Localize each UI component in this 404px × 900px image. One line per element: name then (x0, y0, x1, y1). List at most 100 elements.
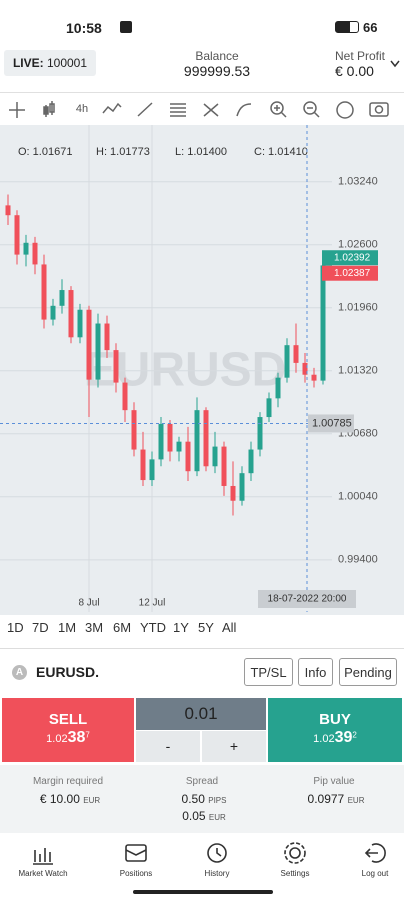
candle-body (77, 309, 83, 338)
ohlc-value: C: 1.01410 (254, 146, 308, 158)
candle-body (302, 362, 308, 375)
account-number: 100001 (46, 56, 88, 70)
candle-body (140, 449, 146, 481)
margin: € 10.00 EUR (40, 792, 100, 806)
spread-eur-value: 0.05 (182, 809, 206, 823)
pip: 0.0977 EUR (308, 792, 365, 806)
screenshot-tool[interactable] (369, 102, 389, 117)
status-icon (120, 21, 132, 33)
clock: 10:58 (66, 20, 102, 36)
pending-button[interactable]: Pending (339, 658, 397, 686)
zoom-in[interactable] (270, 101, 284, 115)
candle-body (32, 242, 38, 265)
spread-pips-value: 0.50 (181, 792, 205, 806)
divider (0, 92, 404, 93)
account-box[interactable]: LIVE: 100001 (4, 50, 96, 76)
period-option[interactable]: 1D (7, 620, 24, 635)
buy-price-big: 1.02 (313, 733, 335, 745)
pattern-tool[interactable] (203, 103, 219, 117)
period-option[interactable]: 3M (85, 620, 104, 635)
info-panel (0, 765, 404, 833)
gesture-bar (133, 890, 273, 894)
candle-body (68, 290, 74, 338)
spread-eur: 0.05 EUR (182, 809, 226, 823)
ohlc-value: H: 1.01773 (96, 146, 150, 158)
crosshair-time: 18-07-2022 20:00 (268, 594, 347, 605)
y-tick-label: 1.03240 (338, 176, 378, 188)
pip-label: Pip value (313, 776, 355, 787)
minus-button[interactable]: - (136, 731, 200, 762)
candle-body (167, 423, 173, 452)
y-tick-label: 1.00040 (338, 491, 378, 503)
crosshair-time-box (258, 590, 356, 608)
period-option[interactable]: 7D (32, 620, 49, 635)
period-option[interactable]: YTD (140, 620, 166, 635)
divider (0, 648, 404, 649)
bid-box (322, 265, 378, 281)
candle-body (50, 305, 56, 320)
candle-body (230, 485, 236, 501)
sell-button[interactable]: SELL 1.02387 (2, 698, 134, 762)
buy-label: BUY (319, 711, 351, 728)
spread-pips-unit: PIPS (208, 796, 227, 805)
candle-body (131, 410, 137, 450)
ask-price: 1.02392 (334, 252, 371, 263)
candle-body (293, 345, 299, 363)
candle-body (311, 374, 317, 381)
nav-market-watch[interactable]: Market Watch (18, 869, 68, 878)
period-option[interactable]: 1Y (173, 620, 189, 635)
candle-body (23, 242, 29, 255)
buy-button[interactable]: BUY 1.02392 (268, 698, 402, 762)
spread-pips: 0.50 PIPS (182, 792, 227, 806)
y-tick-label: 1.01320 (338, 365, 378, 377)
candle-body (122, 382, 128, 411)
tpsl-button[interactable]: TP/SL (244, 658, 293, 686)
crosshair-price-box (308, 414, 354, 433)
crosshair-tool[interactable] (9, 102, 25, 118)
margin-unit: EUR (83, 796, 101, 805)
dropdown-arrow[interactable] (390, 60, 400, 68)
period-option[interactable]: 5Y (198, 620, 214, 635)
zoom-out[interactable] (303, 101, 317, 115)
candle-body (275, 377, 281, 399)
curve-tool[interactable] (236, 103, 252, 117)
trendline-tool[interactable] (137, 102, 153, 117)
candle-body (320, 265, 326, 381)
symbol-name: EURUSD. (36, 664, 100, 680)
candle-body (59, 290, 65, 306)
spread-label: Spread (185, 776, 219, 787)
nav-settings[interactable]: Settings (280, 869, 310, 878)
sell-price-frac: 7 (85, 730, 90, 740)
candle-body (5, 205, 11, 216)
candle-body (194, 410, 200, 472)
indicator-tool[interactable] (336, 101, 354, 119)
period-option[interactable]: 1M (58, 620, 77, 635)
candle-body (203, 410, 209, 467)
y-tick-label: 1.01960 (338, 302, 378, 314)
fib-tool[interactable] (170, 103, 186, 117)
nav-history[interactable]: History (204, 869, 230, 878)
candle-body (221, 446, 227, 486)
profit: € 0.00 (335, 63, 374, 79)
info-button[interactable]: Info (298, 658, 333, 686)
sell-price-pips: 38 (67, 729, 86, 746)
plus-button[interactable]: + (202, 731, 266, 762)
x-tick-label: 8 Jul (78, 598, 99, 609)
symbol-icon: A (12, 665, 27, 680)
spread-eur-unit: EUR (208, 813, 226, 822)
candle-body (113, 350, 119, 383)
timeframe[interactable]: 4h (76, 103, 88, 115)
candle-body (176, 441, 182, 452)
line-tool[interactable] (102, 102, 122, 114)
candle-body (149, 459, 155, 481)
period-option[interactable]: All (222, 620, 237, 635)
ohlc-value: L: 1.01400 (175, 146, 227, 158)
nav-positions[interactable]: Positions (119, 869, 153, 878)
candle-body (257, 417, 263, 450)
lot-size[interactable]: 0.01 (136, 698, 266, 730)
period-option[interactable]: 6M (113, 620, 132, 635)
candle-body (104, 323, 110, 351)
nav-logout[interactable]: Log out (361, 869, 389, 878)
